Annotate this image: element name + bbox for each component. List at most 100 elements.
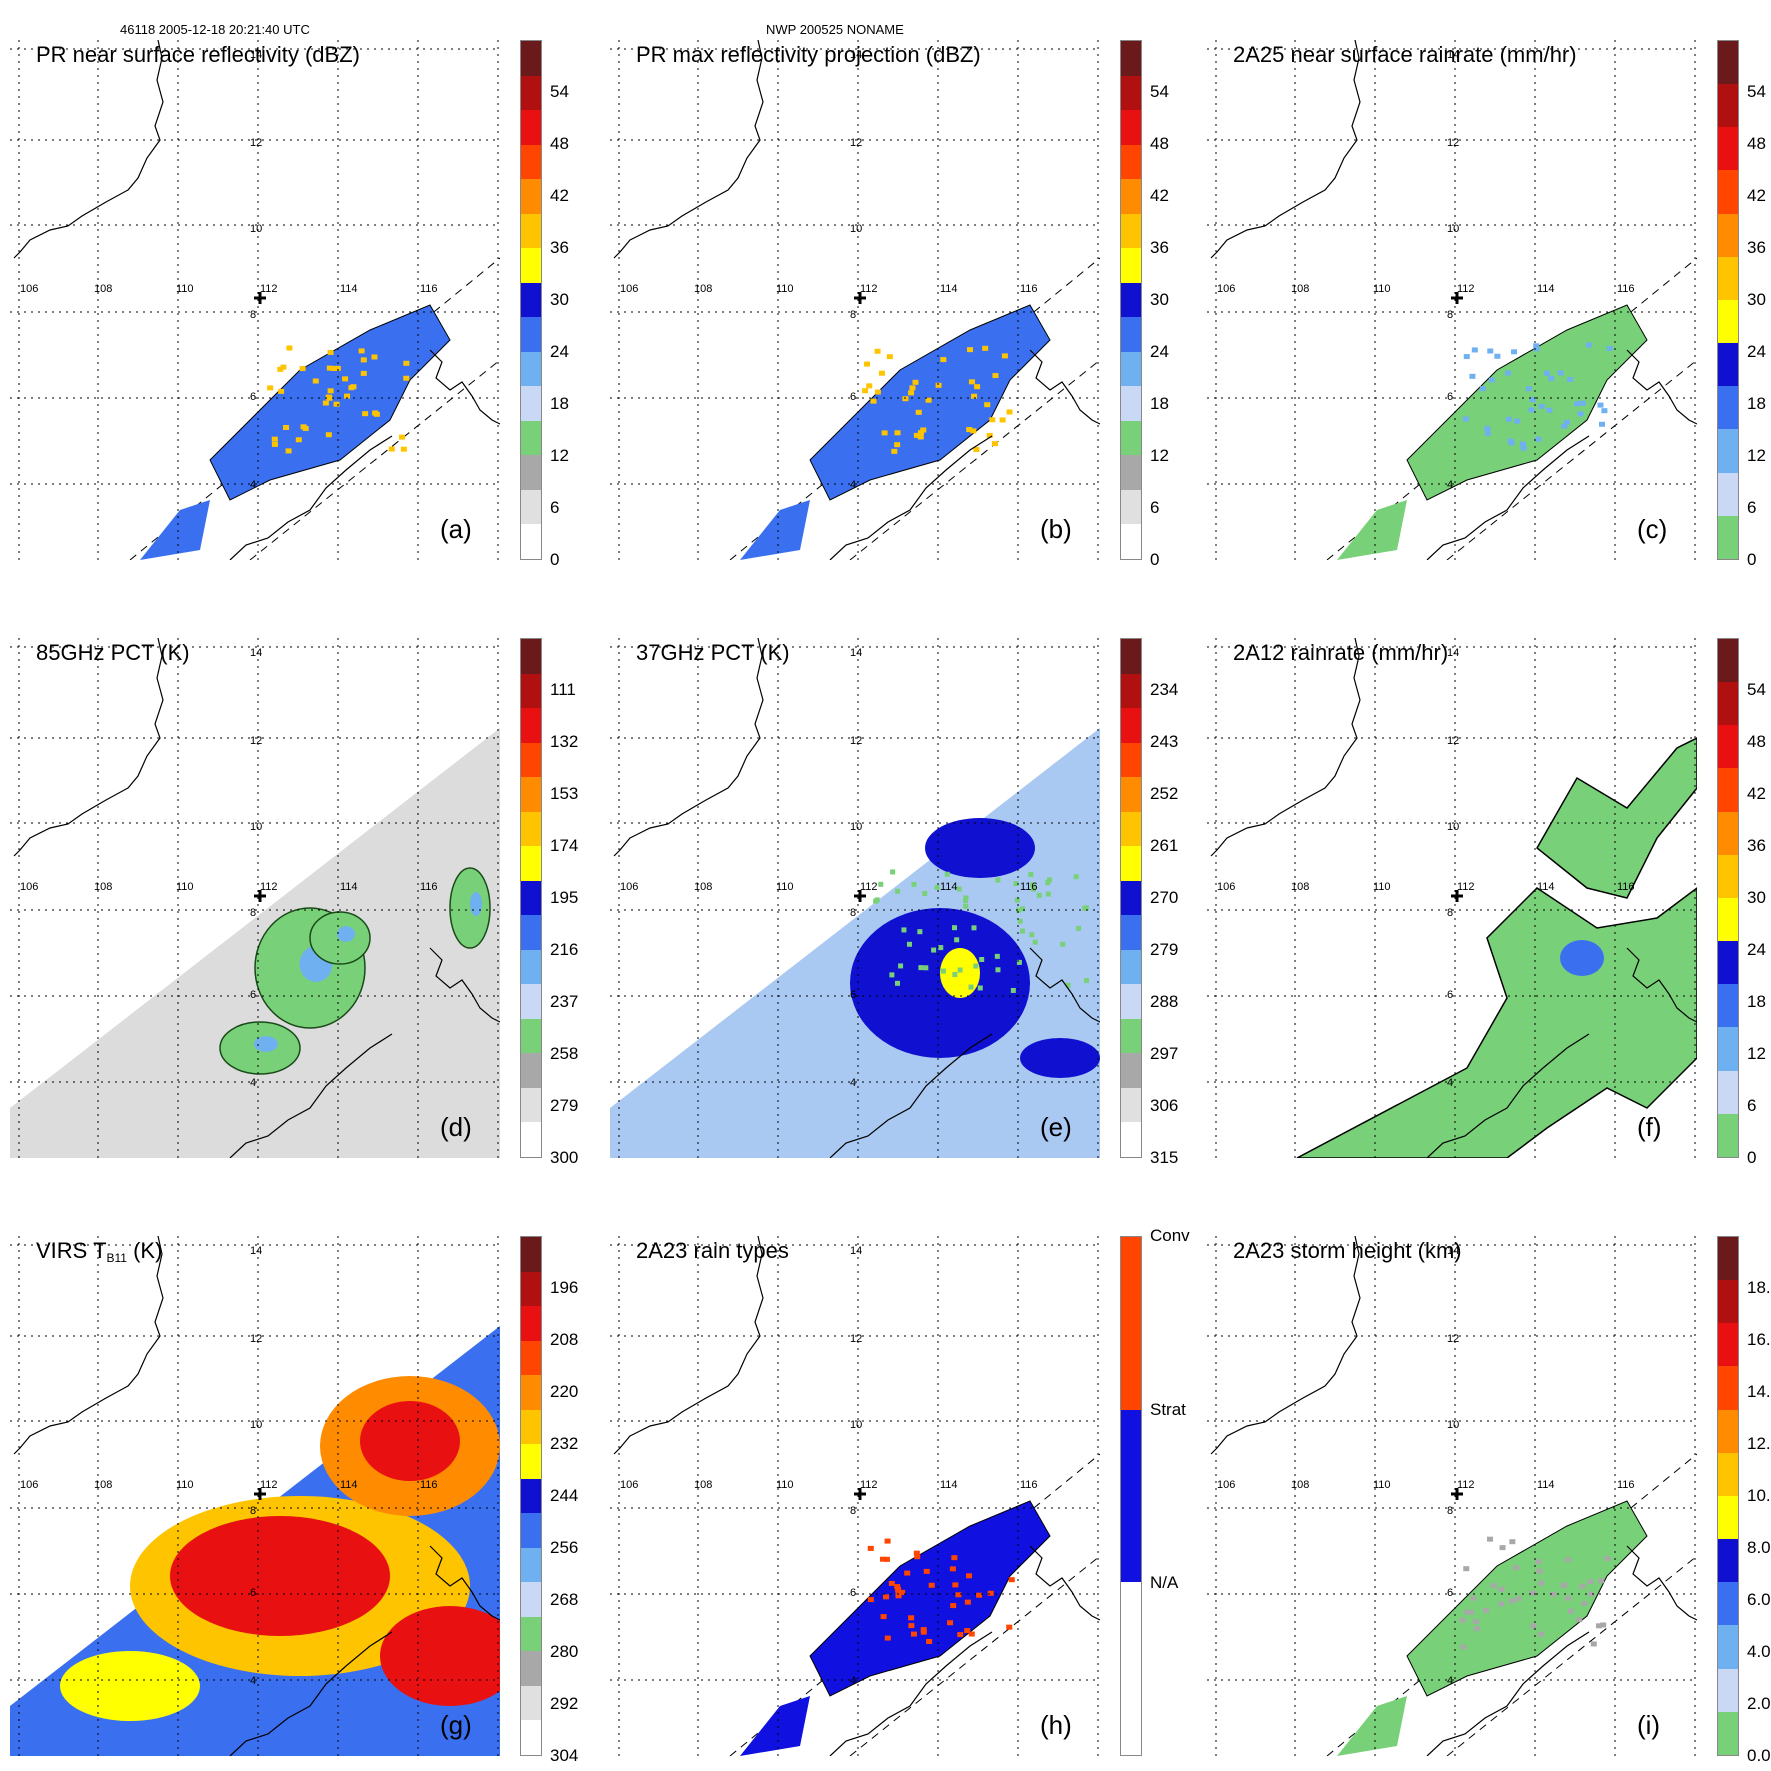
lon-label: 116 bbox=[1617, 881, 1635, 893]
colorbar-segment bbox=[1121, 1409, 1141, 1583]
colorbar-segment bbox=[1121, 144, 1141, 180]
colorbar-tick-label: 54 bbox=[1747, 680, 1766, 699]
pct-cell bbox=[925, 818, 1035, 878]
colorbar-tick-label: 36 bbox=[1747, 836, 1766, 855]
pct-speckle bbox=[1076, 925, 1082, 931]
colorbar-segment bbox=[521, 420, 541, 456]
lat-label: 14 bbox=[250, 647, 262, 659]
colorbar-segment bbox=[1718, 84, 1738, 128]
panel-g: 106 108 110 112 114 116 14 12 10 8 6 4 VIRS TB11 (K)… bbox=[10, 1236, 610, 1765]
rain-area bbox=[740, 1696, 810, 1756]
colorbar-segment bbox=[1121, 41, 1141, 76]
pct-speckle bbox=[944, 871, 950, 877]
colorbar-segment bbox=[521, 1547, 541, 1583]
coastline bbox=[613, 40, 1100, 560]
colorbar-segment bbox=[1121, 984, 1141, 1019]
colorbar-tick-label: 24 bbox=[1747, 940, 1766, 959]
rain-core-pixel bbox=[371, 354, 378, 360]
lat-label: 6 bbox=[850, 1587, 856, 1599]
colorbar-segment bbox=[1718, 682, 1738, 726]
rain-core-pixel bbox=[1511, 349, 1518, 355]
swath-edge bbox=[1446, 359, 1697, 560]
colorbar-segment bbox=[1718, 343, 1738, 387]
lat-label: 8 bbox=[1447, 1505, 1453, 1517]
pct-speckle bbox=[951, 925, 957, 931]
colorbar-segment bbox=[1718, 1237, 1738, 1281]
colorbar-segment bbox=[1718, 768, 1738, 812]
colorbar-tick-label: 280 bbox=[550, 1642, 579, 1661]
colorbar-segment bbox=[1121, 1582, 1141, 1755]
pct-speckle bbox=[1032, 939, 1038, 945]
colorbar-tick-label: 234 bbox=[1150, 680, 1179, 699]
rain-core-pixel bbox=[964, 1599, 971, 1605]
panel-title: PR max reflectivity projection (dBZ) bbox=[636, 42, 981, 67]
rain-core-pixel bbox=[344, 393, 351, 399]
colorbar-segment bbox=[1121, 386, 1141, 421]
pct-speckle bbox=[1045, 880, 1051, 886]
panel-label: (c) bbox=[1637, 514, 1668, 544]
rain-core-pixel bbox=[950, 1603, 957, 1609]
colorbar-segment bbox=[1121, 524, 1141, 559]
rain-core-pixel bbox=[928, 1582, 935, 1588]
rain-core-pixel bbox=[1487, 1536, 1494, 1542]
colorbar-segment bbox=[1718, 515, 1738, 559]
lat-label: 8 bbox=[850, 309, 856, 321]
rain-core-pixel bbox=[1598, 1578, 1605, 1584]
rain-core-pixel bbox=[891, 448, 898, 454]
rain-core-pixel bbox=[923, 1568, 930, 1574]
pct-speckle bbox=[957, 967, 963, 973]
coastline bbox=[13, 40, 500, 560]
rain-core-pixel bbox=[1579, 1583, 1586, 1589]
colorbar-segment bbox=[521, 1685, 541, 1721]
colorbar-tick-label: 111 bbox=[550, 680, 576, 699]
coastline bbox=[13, 1236, 500, 1756]
lat-label: 6 bbox=[1447, 989, 1453, 1001]
rain-core-pixel bbox=[908, 1615, 915, 1621]
lon-label: 114 bbox=[940, 881, 958, 893]
lon-label: 112 bbox=[860, 1479, 878, 1491]
pct-speckle bbox=[918, 965, 924, 971]
colorbar-tick-label: 12 bbox=[1747, 1044, 1766, 1063]
pct-speckle bbox=[931, 947, 937, 953]
rain-core-pixel bbox=[1560, 1582, 1567, 1588]
pct-speckle bbox=[1013, 881, 1019, 887]
rain-area bbox=[740, 500, 810, 560]
colorbar-segment bbox=[521, 144, 541, 180]
rain-core-pixel bbox=[322, 400, 329, 406]
swath-edge bbox=[249, 359, 500, 560]
rain-core-pixel bbox=[878, 370, 885, 376]
colorbar-segment bbox=[521, 41, 541, 76]
rain-core-pixel bbox=[1550, 1591, 1557, 1597]
pct-speckle bbox=[994, 953, 1000, 959]
rain-core-pixel bbox=[1535, 436, 1542, 442]
pct-speckle bbox=[917, 929, 923, 935]
map-c: 106 108 110 112 114 116 14 12 10 8 6 4 2A25 near sur… bbox=[1207, 40, 1697, 560]
colorbar-tick-label: 12 bbox=[550, 446, 569, 465]
rain-core-pixel bbox=[1008, 1577, 1015, 1583]
colorbar-segment bbox=[1718, 1409, 1738, 1453]
colorbar-segment bbox=[521, 1651, 541, 1686]
colorbar-segment bbox=[521, 110, 541, 145]
rain-core-pixel bbox=[1464, 1609, 1471, 1615]
map-f: 106 108 110 112 114 116 14 12 10 8 6 4 2A12 rainrate… bbox=[1207, 638, 1697, 1158]
rain-core-pixel bbox=[968, 379, 975, 385]
colorbar-ticks: 54 48 42 36 30 24 18 12 6 0 bbox=[1150, 40, 1210, 569]
rain-core-pixel bbox=[964, 1628, 971, 1634]
rain-core-pixel bbox=[1600, 1622, 1607, 1628]
colorbar-tick-label: 24 bbox=[1150, 342, 1169, 361]
pct-core bbox=[940, 948, 980, 998]
rain-core-pixel bbox=[286, 345, 293, 351]
panel-label: (f) bbox=[1637, 1112, 1662, 1142]
rain-core-pixel bbox=[914, 1554, 921, 1560]
rain-core-pixel bbox=[1487, 348, 1494, 354]
rain-area bbox=[1337, 500, 1407, 560]
rain-core-pixel bbox=[966, 1573, 973, 1579]
lat-label: 8 bbox=[850, 1505, 856, 1517]
colorbar-segment bbox=[521, 1018, 541, 1054]
rain-core-pixel bbox=[280, 364, 287, 370]
rain-core-pixel bbox=[1606, 345, 1613, 351]
rain-core-pixel bbox=[886, 354, 893, 360]
rain-core-pixel bbox=[278, 388, 285, 394]
